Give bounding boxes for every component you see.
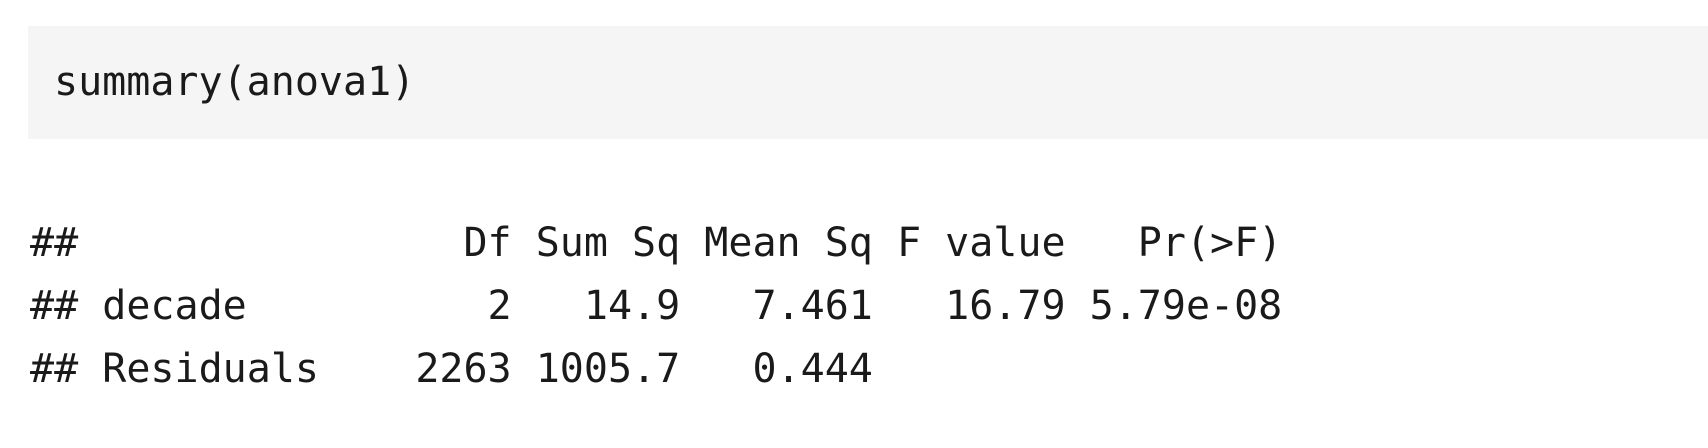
output-header-line: ## Df Sum Sq Mean Sq F value Pr(>F) xyxy=(30,220,1283,266)
code-source: summary(anova1) xyxy=(54,59,416,105)
output-row-residuals: ## Residuals 2263 1005.7 0.444 xyxy=(30,346,873,392)
console-output: ## Df Sum Sq Mean Sq F value Pr(>F) ## de… xyxy=(30,212,1282,401)
code-chunk: summary(anova1) xyxy=(28,26,1708,139)
output-row-decade: ## decade 2 14.9 7.461 16.79 5.79e-08 xyxy=(30,283,1283,329)
